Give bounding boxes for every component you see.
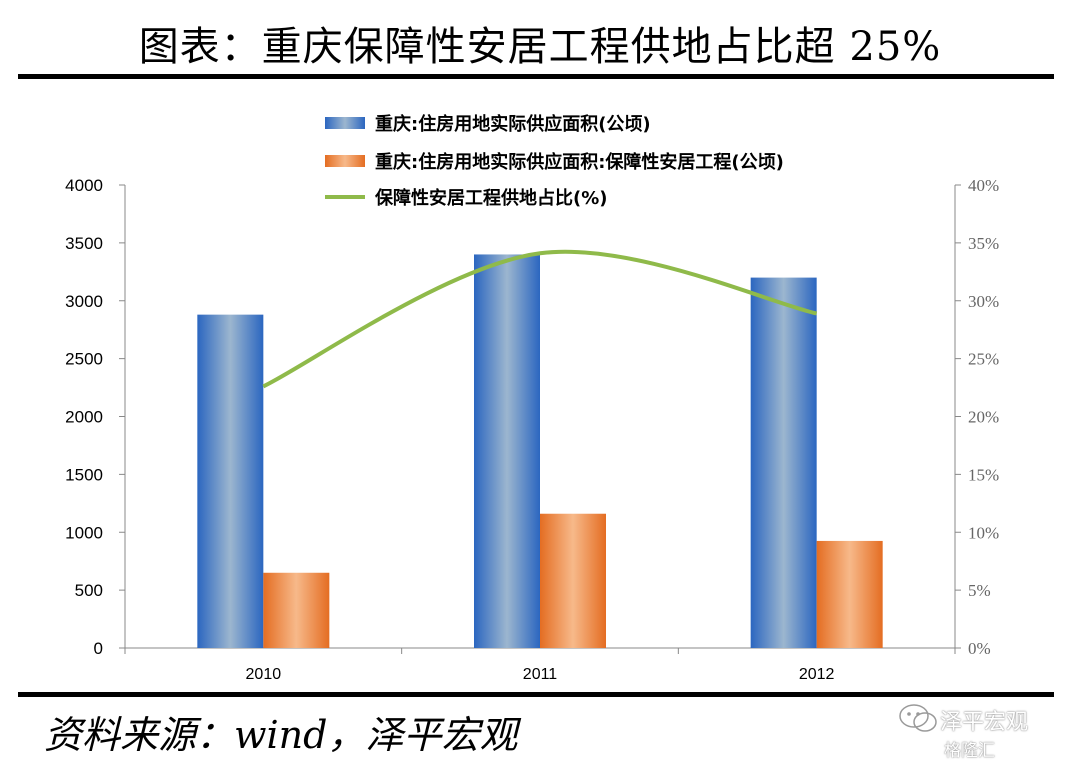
legend-label: 保障性安居工程供地占比(%) <box>374 187 608 209</box>
bar-affordable-supply <box>263 572 330 648</box>
y-right-tick-label: 10% <box>968 523 999 542</box>
y-right-tick-label: 30% <box>968 292 999 311</box>
y-right-tick-label: 25% <box>968 350 999 369</box>
title-rule <box>18 74 1054 79</box>
x-tick-label: 2012 <box>799 666 835 683</box>
chart-tick-labels: 0 500 1000 1500 2000 2500 3000 3500 4000 0% 5% 10% 1… <box>65 176 999 683</box>
y-left-tick-label: 2500 <box>65 350 103 369</box>
y-left-tick-label: 1000 <box>65 523 103 542</box>
x-tick-label: 2011 <box>523 666 558 683</box>
legend-label: 重庆:住房用地实际供应面积:保障性安居工程(公顷) <box>375 151 784 173</box>
y-left-tick-label: 4000 <box>65 176 103 195</box>
watermark-brand: 格隆汇 <box>944 741 995 761</box>
chart-legend: 重庆:住房用地实际供应面积(公顷) 重庆:住房用地实际供应面积:保障性安居工程(公… <box>325 113 784 209</box>
y-left-tick-label: 500 <box>75 581 103 600</box>
x-tick-label: 2010 <box>246 666 282 683</box>
y-left-tick-label: 1500 <box>65 465 103 484</box>
chart-title: 图表：重庆保障性安居工程供地占比超 25% <box>138 24 942 70</box>
y-right-tick-label: 15% <box>968 465 999 484</box>
source-note: 资料来源：wind，泽平宏观 <box>44 713 518 757</box>
legend-label: 重庆:住房用地实际供应面积(公顷) <box>375 113 651 135</box>
y-right-tick-label: 40% <box>968 176 999 195</box>
y-right-tick-label: 5% <box>968 581 991 600</box>
chart-line <box>262 249 818 389</box>
bar-total-supply <box>197 314 264 648</box>
chart-bars <box>197 254 883 648</box>
watermark: 泽平宏观 格隆汇 <box>898 700 1048 762</box>
y-right-tick-label: 20% <box>968 408 999 427</box>
watermark-text: 泽平宏观 <box>940 710 1029 735</box>
legend-swatch-total <box>325 117 365 129</box>
wechat-icon <box>899 704 937 732</box>
bar-total-supply <box>750 277 817 648</box>
bar-affordable-supply <box>816 540 883 648</box>
y-left-tick-label: 0 <box>94 639 103 658</box>
y-left-tick-label: 2000 <box>65 408 103 427</box>
y-right-tick-label: 35% <box>968 234 999 253</box>
y-left-tick-label: 3500 <box>65 234 103 253</box>
footer-rule <box>18 692 1054 697</box>
bar-affordable-supply <box>540 513 606 648</box>
legend-swatch-affordable <box>325 155 365 167</box>
y-left-tick-label: 3000 <box>65 292 103 311</box>
y-right-tick-label: 0% <box>968 639 991 658</box>
bar-total-supply <box>474 254 540 648</box>
